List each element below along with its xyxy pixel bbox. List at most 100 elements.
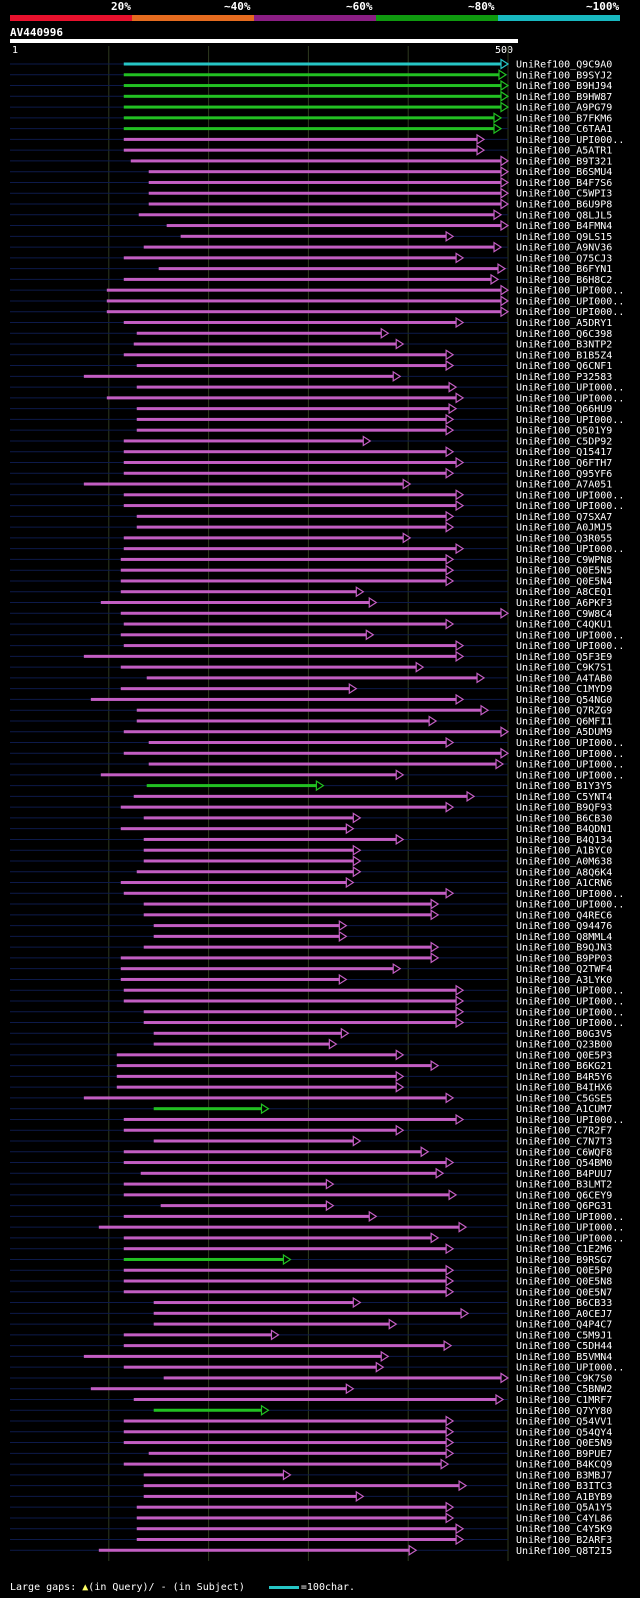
hit-label[interactable]: UniRef100_UPI000.. [516,641,624,652]
hit-row[interactable]: UniRef100_Q6C398 [10,327,612,340]
hit-bar[interactable] [120,805,448,809]
hit-label[interactable]: UniRef100_A3LYK0 [516,975,612,986]
hit-bar[interactable] [116,1074,398,1078]
hit-label[interactable]: UniRef100_P32583 [516,372,612,383]
hit-bar[interactable] [136,331,383,335]
hit-row[interactable]: UniRef100_C5DP92 [10,435,612,447]
hit-label[interactable]: UniRef100_Q8MML4 [516,932,612,943]
hit-bar[interactable] [123,127,496,131]
hit-bar[interactable] [136,417,448,421]
hit-bar[interactable] [143,837,398,841]
hit-row[interactable]: UniRef100_B0G3V5 [10,1027,612,1040]
hit-label[interactable]: UniRef100_C5DH44 [516,1341,612,1352]
hit-row[interactable]: UniRef100_B3LMT2 [10,1178,612,1191]
hit-row[interactable]: UniRef100_B9QJN3 [10,941,612,954]
hit-bar[interactable] [136,364,448,368]
hit-bar[interactable] [83,482,405,486]
hit-bar[interactable] [123,622,448,626]
hit-bar[interactable] [123,1161,448,1165]
hit-label[interactable]: UniRef100_C1E2M6 [516,1244,612,1255]
hit-bar[interactable] [123,999,458,1003]
hit-bar[interactable] [106,396,458,400]
hit-row[interactable]: UniRef100_Q4P4C7 [10,1318,612,1331]
hit-bar[interactable] [153,924,341,928]
hit-bar[interactable] [123,751,502,755]
hit-bar[interactable] [136,525,448,529]
hit-bar[interactable] [136,870,355,874]
hit-bar[interactable] [123,460,458,464]
hit-row[interactable]: UniRef100_A0JMJ5 [10,521,612,534]
hit-label[interactable]: UniRef100_B6H8C2 [516,275,612,286]
hit-row[interactable]: UniRef100_Q9C9A0 [10,58,612,71]
hit-bar[interactable] [123,471,448,475]
hit-label[interactable]: UniRef100_B0G3V5 [516,1029,612,1040]
hit-label[interactable]: UniRef100_UPI000.. [516,393,624,404]
hit-row[interactable]: UniRef100_UPI000.. [10,736,624,749]
hit-bar[interactable] [143,816,355,820]
hit-label[interactable]: UniRef100_B9SYJ2 [516,70,612,81]
hit-bar[interactable] [148,180,502,184]
hit-row[interactable]: UniRef100_B9HW87 [10,90,612,103]
hit-bar[interactable] [123,73,501,77]
hit-bar[interactable] [136,1516,448,1520]
hit-bar[interactable] [98,1548,411,1552]
hit-row[interactable]: UniRef100_B9QF93 [10,801,612,814]
hit-row[interactable]: UniRef100_B6SMU4 [10,166,612,178]
hit-bar[interactable] [123,1419,448,1423]
hit-row[interactable]: UniRef100_A5DRY1 [10,316,612,329]
hit-bar[interactable] [123,1257,285,1261]
hit-label[interactable]: UniRef100_Q5A1Y5 [516,1503,612,1514]
hit-row[interactable]: UniRef100_P32583 [10,370,612,383]
hit-bar[interactable] [143,945,433,949]
hit-bar[interactable] [123,1193,451,1197]
hit-row[interactable]: UniRef100_C6TAA1 [10,123,612,135]
hit-row[interactable]: UniRef100_UPI000.. [10,1361,624,1374]
hit-row[interactable]: UniRef100_A9PG79 [10,101,612,114]
hit-label[interactable]: UniRef100_A0M638 [516,856,612,867]
hit-row[interactable]: UniRef100_C4YL86 [10,1512,612,1524]
hit-label[interactable]: UniRef100_UPI000.. [516,544,624,555]
hit-bar[interactable] [123,1150,423,1154]
hit-label[interactable]: UniRef100_B1B5Z4 [516,350,612,361]
hit-bar[interactable] [123,1333,273,1337]
hit-label[interactable]: UniRef100_B9PP03 [516,953,612,964]
hit-label[interactable]: UniRef100_A5DRY1 [516,318,612,329]
hit-row[interactable]: UniRef100_B4IHX6 [10,1081,612,1094]
hit-label[interactable]: UniRef100_UPI000.. [516,760,624,771]
hit-row[interactable]: UniRef100_B9HJ94 [10,79,612,92]
hit-label[interactable]: UniRef100_C4YL86 [516,1513,612,1524]
hit-row[interactable]: UniRef100_A6PKF3 [10,596,612,609]
hit-row[interactable]: UniRef100_Q0E5N8 [10,1275,612,1288]
hit-bar[interactable] [153,1408,263,1412]
hit-bar[interactable] [153,934,341,938]
hit-bar[interactable] [138,213,496,217]
hit-label[interactable]: UniRef100_UPI000.. [516,1363,624,1374]
hit-row[interactable]: UniRef100_Q0E5N9 [10,1436,612,1449]
hit-bar[interactable] [123,277,493,281]
hit-row[interactable]: UniRef100_UPI000.. [10,413,624,426]
hit-row[interactable]: UniRef100_UPI000.. [10,306,624,318]
hit-row[interactable]: UniRef100_B9RSG7 [10,1253,612,1266]
hit-bar[interactable] [123,1441,448,1445]
hit-row[interactable]: UniRef100_UPI000.. [10,489,624,501]
hit-row[interactable]: UniRef100_Q5F3E9 [10,650,612,663]
hit-row[interactable]: UniRef100_Q501Y9 [10,424,612,437]
hit-row[interactable]: UniRef100_C1MYD9 [10,683,612,695]
hit-row[interactable]: UniRef100_C9WPN8 [10,553,612,566]
hit-bar[interactable] [123,1462,443,1466]
hit-label[interactable]: UniRef100_Q0E5N5 [516,566,612,577]
hit-row[interactable]: UniRef100_Q9LS15 [10,230,612,243]
hit-label[interactable]: UniRef100_Q6CEY9 [516,1190,612,1201]
hit-label[interactable]: UniRef100_Q95YF6 [516,469,612,480]
hit-label[interactable]: UniRef100_B3NTP2 [516,340,612,351]
hit-bar[interactable] [120,977,341,981]
hit-bar[interactable] [133,342,398,346]
hit-row[interactable]: UniRef100_C1MRF7 [10,1393,612,1406]
hit-bar[interactable] [148,762,498,766]
hit-row[interactable]: UniRef100_B3MBJ7 [10,1469,612,1481]
hit-bar[interactable] [90,697,458,701]
hit-row[interactable]: UniRef100_A0M638 [10,855,612,867]
hit-row[interactable]: UniRef100_A0CEJ7 [10,1307,612,1320]
hit-row[interactable]: UniRef100_B6CB33 [10,1296,612,1309]
hit-label[interactable]: UniRef100_Q501Y9 [516,426,612,437]
